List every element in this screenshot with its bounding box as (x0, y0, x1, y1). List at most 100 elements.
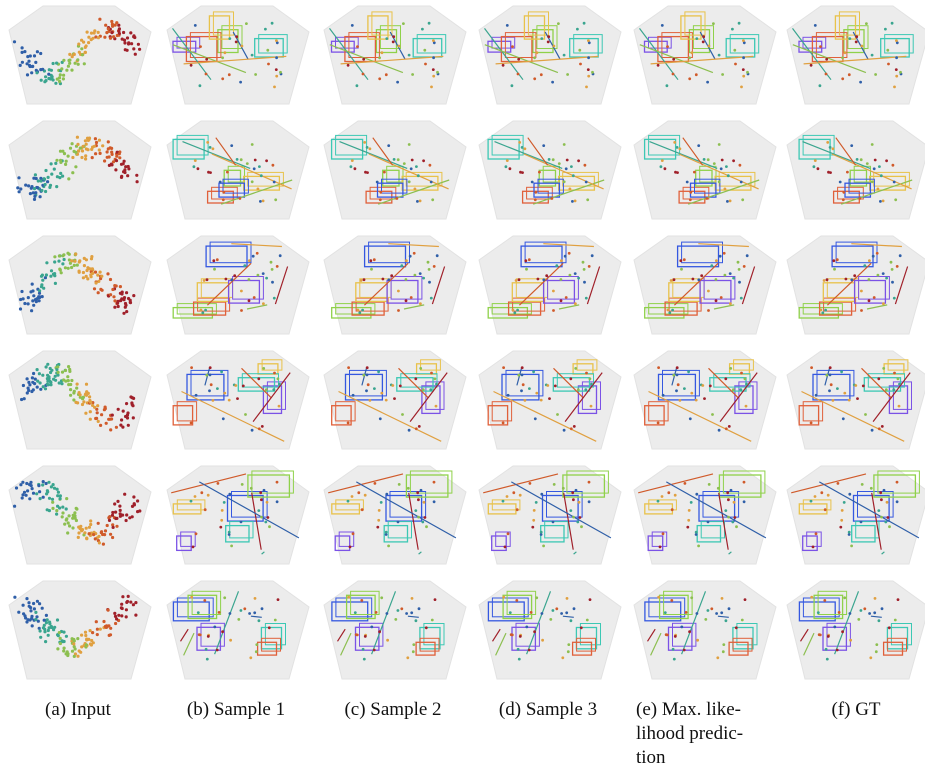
point (109, 293, 112, 296)
point (36, 186, 39, 189)
point (572, 516, 575, 519)
point (53, 260, 56, 263)
point (59, 637, 62, 640)
floor (9, 581, 151, 679)
panel (479, 581, 621, 679)
point (880, 516, 883, 519)
point (49, 371, 52, 374)
point (133, 36, 136, 39)
point (45, 261, 48, 264)
point (89, 519, 92, 522)
point (99, 424, 102, 427)
point (743, 500, 746, 503)
point (864, 413, 867, 416)
point (689, 417, 692, 420)
point (67, 365, 70, 368)
point (825, 648, 828, 651)
point (74, 165, 77, 168)
point (122, 312, 125, 315)
point (849, 612, 852, 615)
point (205, 374, 208, 377)
caption: lihood predic- (636, 723, 743, 744)
point (533, 56, 536, 59)
point (877, 509, 880, 512)
point (584, 388, 587, 391)
point (80, 39, 83, 42)
point (228, 399, 231, 402)
point (112, 35, 115, 38)
point (695, 37, 698, 40)
point (376, 526, 379, 529)
point (415, 427, 418, 430)
point (569, 188, 572, 191)
point (548, 397, 551, 400)
point (552, 158, 555, 161)
panel (324, 6, 466, 104)
point (129, 31, 132, 34)
point (50, 76, 53, 79)
point (207, 171, 210, 174)
point (517, 648, 520, 651)
point (57, 634, 60, 637)
point (563, 180, 566, 183)
point (377, 370, 380, 373)
point (234, 384, 237, 387)
point (132, 294, 135, 297)
point (866, 162, 869, 165)
point (815, 394, 818, 397)
point (673, 141, 676, 144)
point (373, 387, 376, 390)
point (248, 612, 251, 615)
point (195, 394, 198, 397)
point (855, 41, 858, 44)
point (364, 171, 367, 174)
point (878, 619, 881, 622)
point (577, 388, 580, 391)
point (888, 525, 891, 528)
point (542, 278, 545, 281)
point (276, 481, 279, 484)
point (555, 607, 558, 610)
point (417, 498, 420, 501)
point (582, 261, 585, 264)
point (108, 519, 111, 522)
point (98, 148, 101, 151)
point (257, 377, 260, 380)
point (45, 492, 48, 495)
point (93, 29, 96, 32)
point (848, 493, 851, 496)
point (836, 387, 839, 390)
point (17, 611, 20, 614)
point (415, 165, 418, 168)
floor (479, 466, 621, 564)
point (863, 264, 866, 267)
point (838, 611, 841, 614)
point (42, 480, 45, 483)
point (240, 309, 243, 312)
point (518, 278, 521, 281)
point (830, 383, 833, 386)
point (414, 274, 417, 277)
point (58, 254, 61, 257)
point (274, 619, 277, 622)
point (373, 258, 376, 261)
point (74, 647, 77, 650)
point (258, 165, 261, 168)
point (77, 43, 80, 46)
point (411, 73, 414, 76)
point (109, 428, 112, 431)
point (209, 366, 212, 369)
point (378, 56, 381, 59)
point (361, 508, 364, 511)
point (397, 158, 400, 161)
point (111, 414, 114, 417)
point (99, 288, 102, 291)
point (877, 377, 880, 380)
point (252, 255, 255, 258)
point (110, 151, 113, 154)
point (62, 378, 65, 381)
point (422, 388, 425, 391)
point (657, 64, 660, 67)
point (120, 614, 123, 617)
point (35, 71, 38, 74)
